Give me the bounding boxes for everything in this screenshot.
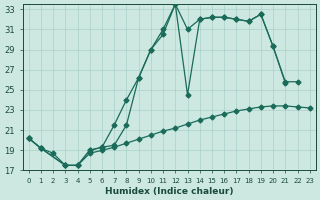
- X-axis label: Humidex (Indice chaleur): Humidex (Indice chaleur): [105, 187, 234, 196]
